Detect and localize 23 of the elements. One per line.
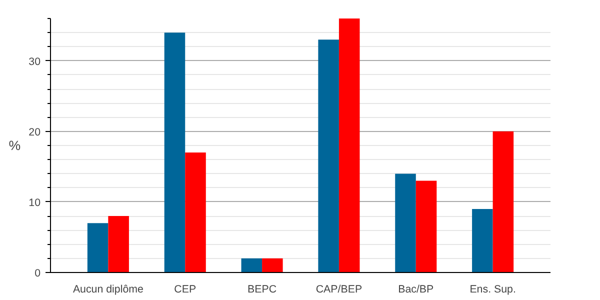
y-tick-label: 30 bbox=[28, 56, 41, 68]
x-tick-label: CEP bbox=[174, 284, 196, 296]
x-tick-label: BEPC bbox=[248, 284, 277, 296]
y-tick-label: 0 bbox=[34, 268, 41, 280]
bar bbox=[338, 18, 360, 272]
x-tick-label: Ens. Sup. bbox=[470, 284, 516, 296]
bar bbox=[164, 32, 186, 272]
x-tick-label: Aucun diplôme bbox=[72, 284, 144, 296]
x-tick-label: Bac/BP bbox=[398, 284, 434, 296]
x-tick-label: CAP/BEP bbox=[316, 284, 362, 296]
bar bbox=[318, 40, 339, 272]
bar bbox=[472, 209, 493, 272]
y-axis-title: % bbox=[8, 138, 21, 153]
bar bbox=[185, 152, 206, 272]
bar bbox=[108, 216, 129, 272]
y-tick-label: 20 bbox=[28, 126, 41, 138]
bar bbox=[492, 131, 514, 272]
bar bbox=[87, 223, 108, 272]
bar bbox=[241, 258, 262, 272]
bar bbox=[395, 174, 416, 272]
bar bbox=[262, 258, 283, 272]
y-tick-label: 10 bbox=[28, 196, 41, 209]
bar bbox=[416, 180, 437, 272]
